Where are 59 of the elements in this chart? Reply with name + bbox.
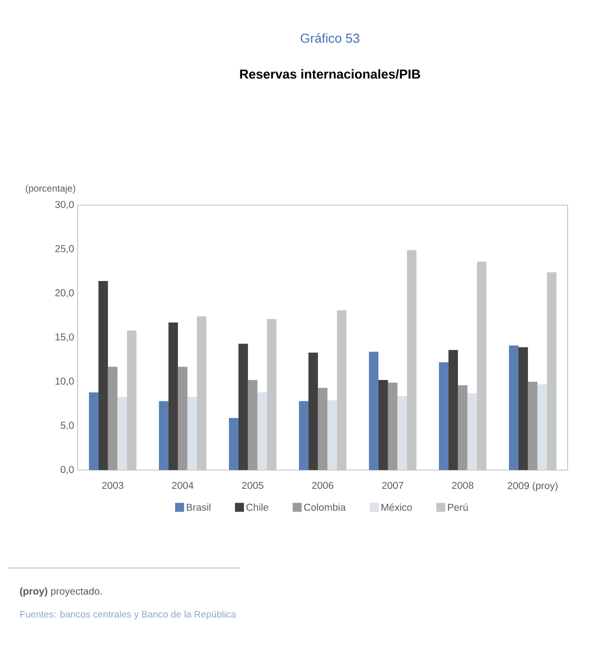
bar [158, 401, 168, 470]
y-tick-label: 30,0 [55, 200, 74, 210]
legend-label: Brasil [186, 503, 210, 511]
bar [537, 384, 547, 470]
bar [178, 366, 188, 470]
bar [476, 262, 486, 470]
bar [228, 418, 238, 470]
bar [318, 388, 328, 470]
y-tick-label: 5,0 [60, 422, 74, 430]
bar [388, 382, 398, 470]
y-tick-label: 10,0 [56, 378, 74, 386]
bar [108, 366, 118, 470]
bar [117, 396, 127, 470]
bar [266, 319, 276, 470]
x-tick-label: 2005 [242, 482, 264, 489]
bar [368, 352, 378, 470]
x-tick-label: 2007 [382, 482, 404, 489]
bar [378, 380, 388, 470]
x-tick-label: 2008 [452, 482, 474, 489]
bar [327, 400, 337, 470]
bar [298, 401, 308, 470]
bar [508, 346, 518, 470]
legend-label: México [382, 503, 412, 511]
bar [397, 396, 407, 470]
bar [336, 310, 346, 470]
bar [168, 322, 178, 470]
bar [406, 250, 416, 470]
chart-title: Gráfico 53 [300, 33, 360, 43]
chart-subtitle: Reservas internacionales/PIB [240, 69, 420, 79]
bar [248, 380, 258, 470]
bar [546, 272, 556, 470]
x-tick-label: 2003 [102, 482, 124, 489]
bar [518, 347, 528, 470]
bar [257, 392, 267, 470]
y-tick-label: 0,0 [60, 466, 74, 474]
bar [238, 344, 248, 470]
bar [88, 392, 98, 470]
bar [528, 382, 538, 470]
y-tick-label: 25,0 [55, 245, 74, 254]
legend-label: Colombia [304, 503, 346, 511]
bar [308, 352, 318, 470]
y-tick-label: 20,0 [55, 289, 74, 298]
bar [438, 362, 448, 470]
x-tick-label: 2006 [312, 482, 334, 489]
bar [98, 281, 108, 470]
bar [467, 393, 477, 470]
bar [196, 316, 206, 470]
legend-label: Perú [448, 503, 468, 511]
x-tick-label: 2009 (proy) [508, 482, 558, 492]
y-axis-title: (porcentaje) [26, 184, 76, 194]
legend-label: Chile [246, 503, 268, 511]
text: (proy) proyectado. [20, 587, 102, 597]
bar [187, 396, 197, 470]
bar [458, 385, 468, 470]
y-tick-label: 15,0 [56, 333, 74, 342]
bar [126, 330, 136, 470]
bar [448, 350, 458, 470]
source-note: Fuentes: bancos centrales y Banco de la República [20, 610, 236, 620]
x-tick-label: 2004 [172, 482, 194, 489]
